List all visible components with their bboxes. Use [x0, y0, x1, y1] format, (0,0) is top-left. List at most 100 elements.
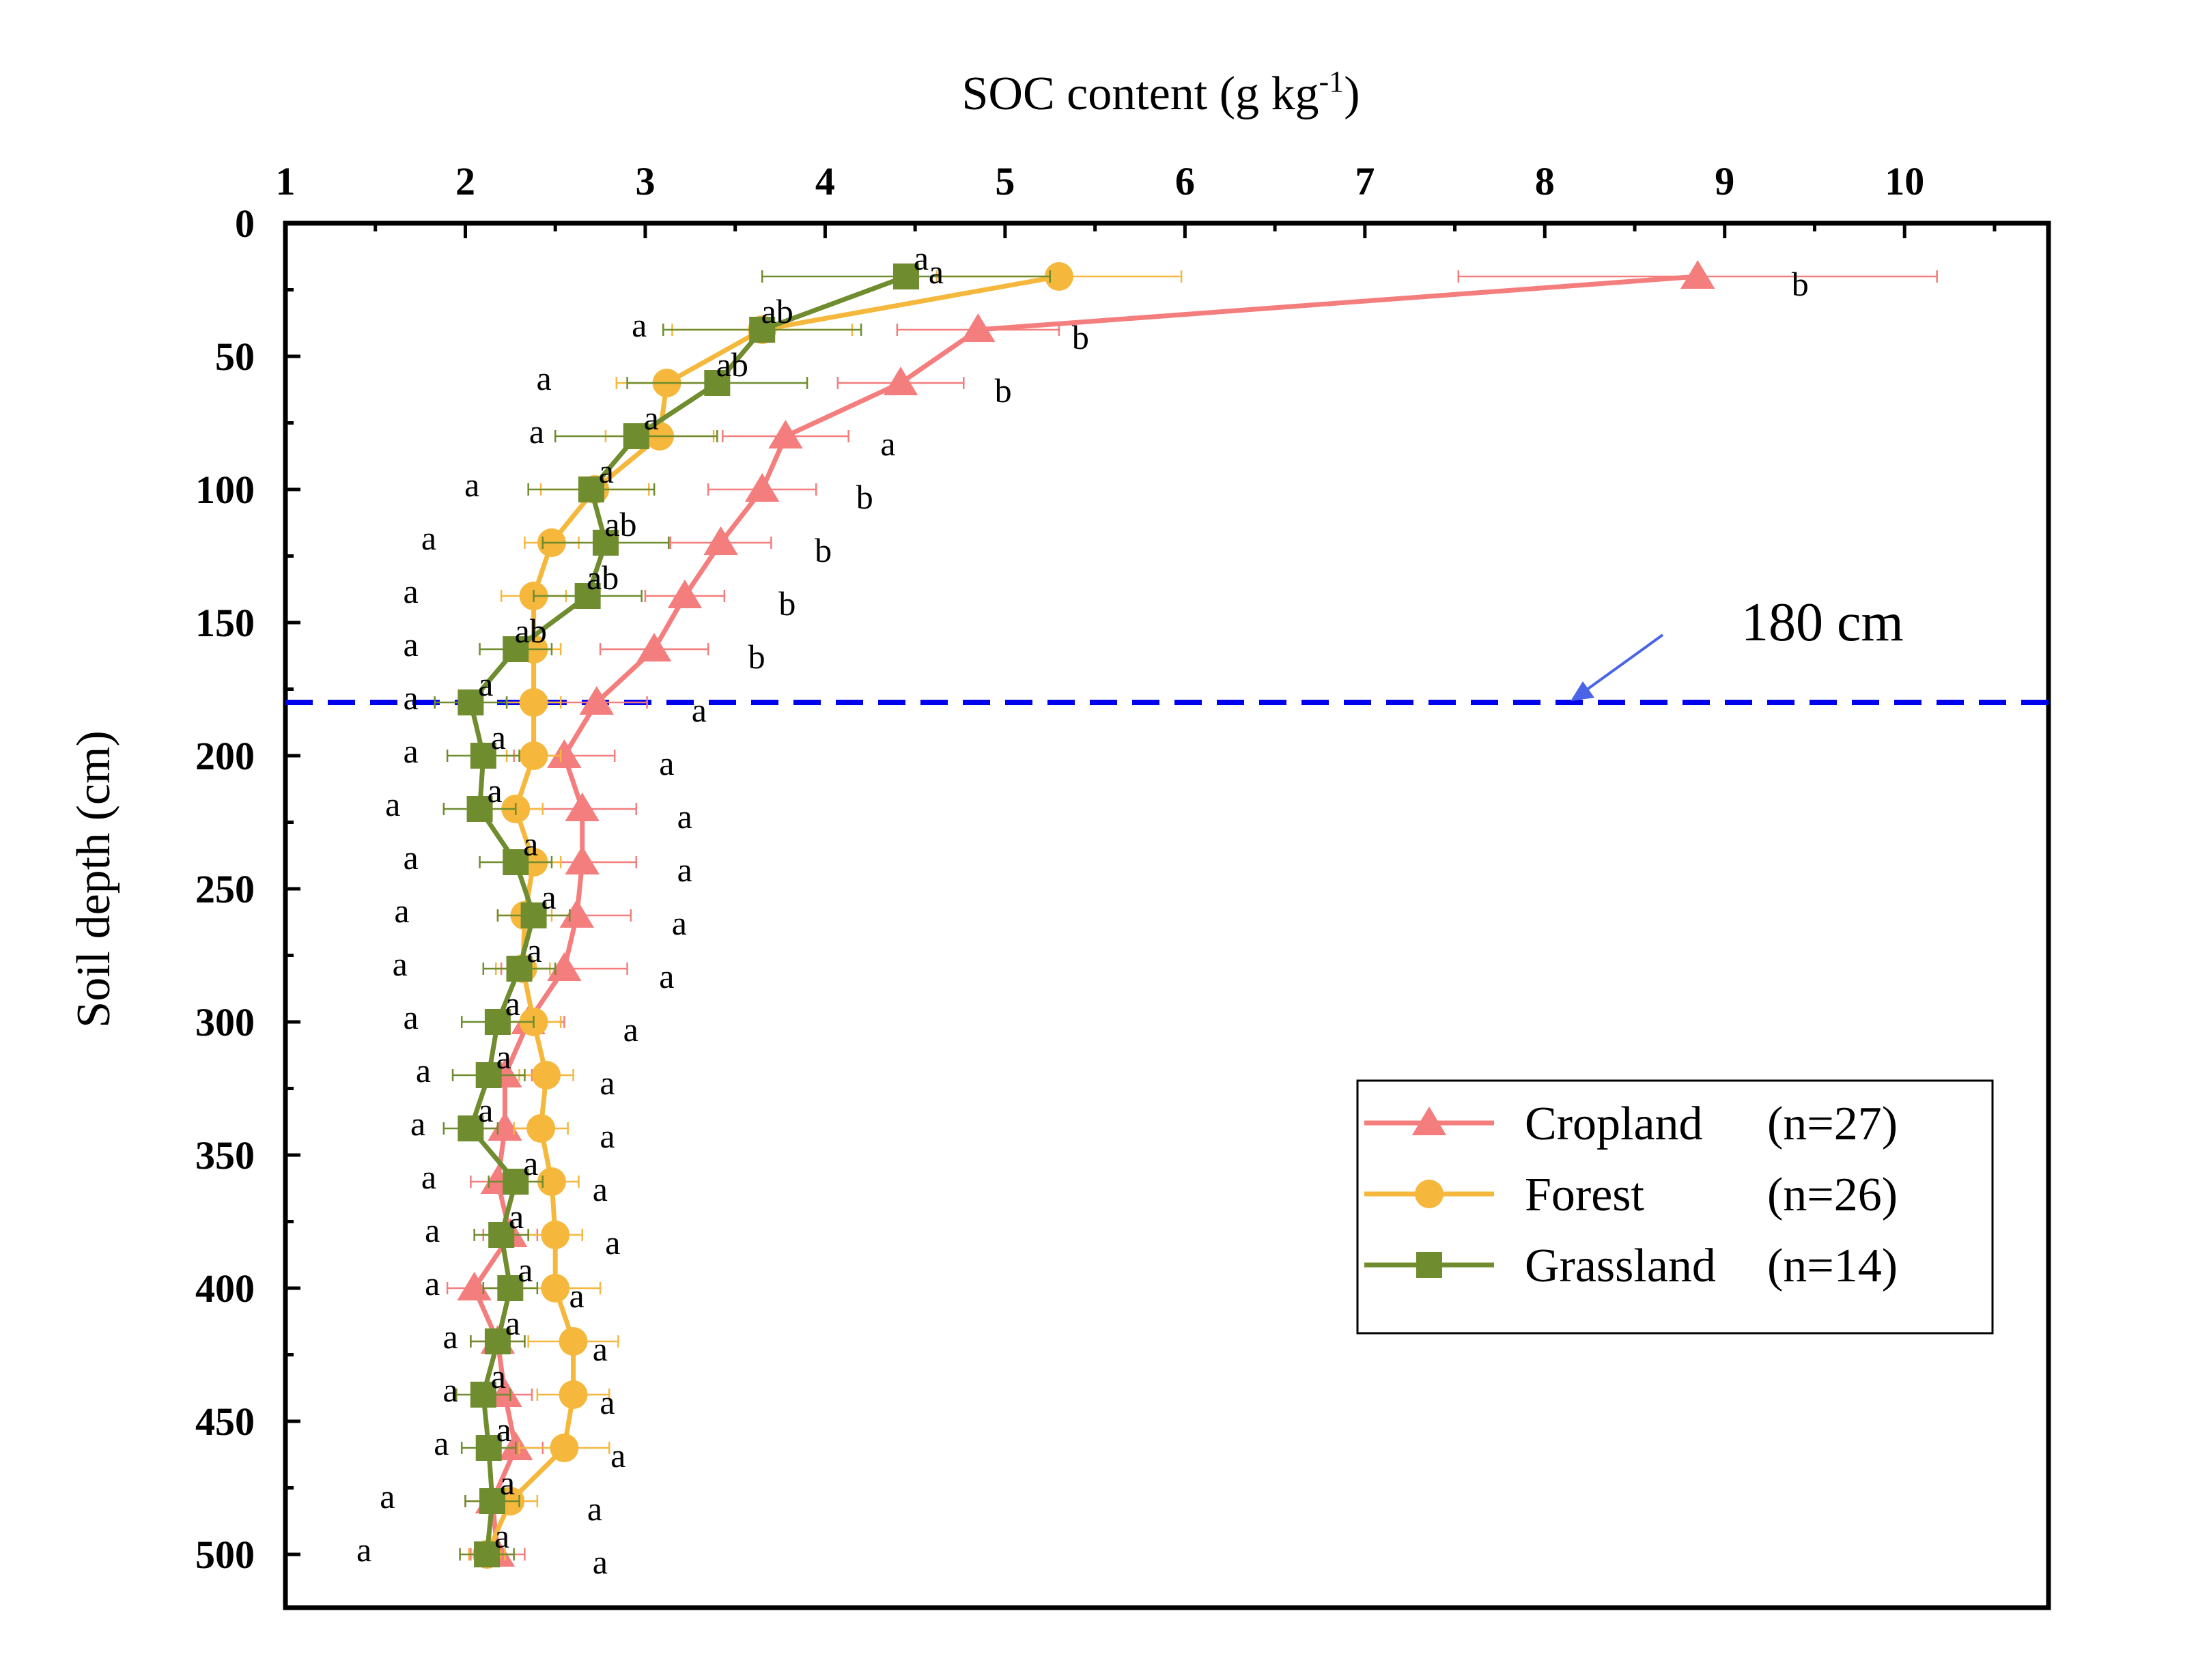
significance-label: ab — [716, 345, 748, 384]
triangle-marker — [883, 367, 918, 395]
reference-arrow-head — [1571, 681, 1594, 701]
circle-marker — [519, 688, 548, 717]
legend-n-label: (n=14) — [1767, 1240, 1898, 1292]
significance-label: a — [410, 1105, 425, 1143]
triangle-marker — [559, 899, 595, 928]
significance-label: a — [880, 425, 895, 463]
y-axis: 0 50 100 150 200 250 300 350 400 450 500 — [195, 201, 300, 1577]
significance-label: a — [496, 1410, 511, 1449]
square-marker — [1416, 1252, 1442, 1278]
significance-label: a — [403, 572, 418, 610]
square-marker — [592, 530, 619, 556]
x-tick-label: 9 — [1715, 159, 1734, 203]
significance-label: a — [496, 1038, 511, 1076]
triangle-marker — [547, 952, 582, 981]
square-marker — [470, 1382, 496, 1408]
significance-label: a — [929, 253, 944, 291]
circle-marker — [526, 1114, 556, 1143]
series-grassland — [434, 264, 1051, 1567]
y-tick-label: 400 — [195, 1266, 255, 1311]
legend-label: Grassland — [1525, 1240, 1716, 1292]
significance-label: a — [644, 399, 659, 437]
series-cropland — [446, 260, 1938, 1567]
y-tick-label: 300 — [195, 1000, 255, 1044]
significance-label: a — [605, 1223, 620, 1262]
triangle-marker — [565, 846, 600, 874]
significance-label: a — [523, 825, 538, 863]
reference-line-label: 180 cm — [1741, 593, 1904, 653]
significance-label: a — [541, 878, 556, 916]
significance-label: a — [623, 1010, 638, 1049]
plot-border — [283, 220, 2051, 1610]
square-marker — [475, 1435, 502, 1461]
legend-n-label: (n=26) — [1767, 1169, 1898, 1221]
triangle-marker — [768, 420, 803, 449]
legend-n-label: (n=27) — [1767, 1098, 1898, 1150]
significance-label: a — [393, 945, 408, 983]
square-marker — [749, 317, 776, 343]
y-tick-label: 0 — [235, 201, 255, 246]
significance-label: a — [692, 691, 707, 729]
square-marker — [623, 423, 649, 449]
square-marker — [503, 849, 529, 875]
y-tick-label: 500 — [195, 1533, 255, 1577]
significance-label: a — [600, 1064, 615, 1102]
x-tick-label: 6 — [1175, 159, 1195, 203]
square-marker — [503, 1169, 529, 1195]
significance-label: a — [593, 1330, 608, 1368]
significance-label: a — [403, 625, 418, 664]
significance-label: a — [416, 1051, 431, 1090]
circle-marker — [1415, 1180, 1444, 1208]
significance-label: ab — [587, 558, 619, 597]
square-marker — [503, 636, 529, 662]
legend-item-forest: Forest (n=26) — [1364, 1169, 1898, 1221]
legend-label: Cropland — [1525, 1098, 1703, 1150]
significance-label: a — [600, 1117, 615, 1155]
significance-label: a — [523, 1144, 538, 1182]
square-marker — [892, 264, 919, 289]
x-tick-label: 10 — [1885, 159, 1924, 203]
significance-label: a — [569, 1277, 585, 1315]
significance-label: a — [403, 998, 418, 1036]
significance-label: a — [494, 1517, 509, 1555]
significance-labels: bbbabbbbaaaaaaaaaaaaaaaaaaaaaaaaaaaaaaaa… — [356, 239, 1809, 1581]
significance-label: a — [421, 519, 436, 557]
circle-marker — [532, 1061, 561, 1090]
significance-label: a — [442, 1318, 458, 1356]
square-marker — [475, 1062, 502, 1088]
significance-label: a — [505, 1304, 520, 1342]
significance-label: a — [403, 679, 418, 717]
circle-marker — [1044, 262, 1073, 291]
triangle-marker — [579, 686, 615, 715]
significance-label: a — [442, 1371, 458, 1409]
x-axis-title: SOC content (g kg-1) — [962, 65, 1360, 120]
significance-label: a — [610, 1436, 625, 1475]
significance-label: a — [500, 1464, 515, 1502]
significance-label: a — [526, 931, 541, 969]
square-marker — [458, 689, 484, 715]
x-tick-label: 7 — [1355, 159, 1375, 203]
significance-label: a — [464, 466, 479, 504]
triangle-marker — [667, 580, 703, 608]
y-tick-label: 200 — [195, 734, 255, 778]
circle-marker — [559, 1327, 588, 1356]
square-marker — [470, 743, 496, 769]
significance-label: b — [1792, 265, 1809, 303]
significance-label: b — [1072, 318, 1089, 356]
square-marker — [466, 796, 493, 822]
legend-label: Forest — [1525, 1169, 1645, 1221]
significance-label: a — [425, 1264, 440, 1302]
square-marker — [488, 1222, 515, 1248]
x-tick-label: 1 — [276, 159, 296, 203]
significance-label: a — [478, 1091, 493, 1129]
series-line — [472, 274, 1698, 1555]
square-marker — [506, 956, 533, 982]
y-tick-label: 100 — [195, 468, 255, 512]
significance-label: a — [434, 1424, 449, 1462]
reference-line: 180 cm — [285, 593, 2049, 705]
y-tick-label: 350 — [195, 1133, 255, 1178]
y-axis-title: Soil depth (cm) — [68, 730, 120, 1027]
significance-label: b — [856, 478, 873, 516]
triangle-marker — [703, 526, 738, 555]
triangle-marker — [961, 313, 996, 342]
